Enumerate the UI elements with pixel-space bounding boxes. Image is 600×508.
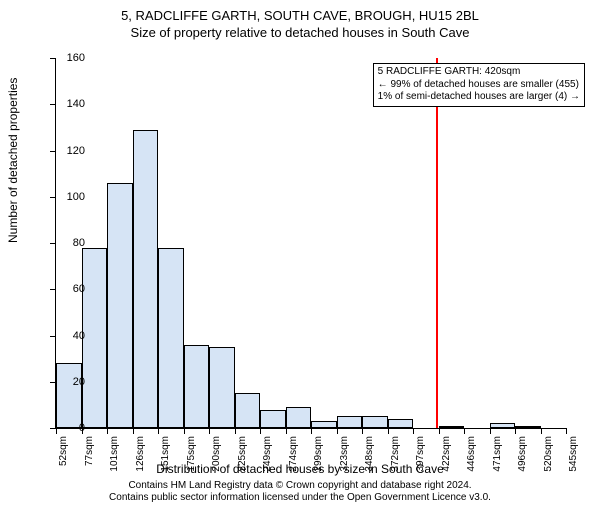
histogram-bar bbox=[82, 248, 108, 428]
histogram-bar bbox=[388, 419, 414, 428]
histogram-bar bbox=[286, 407, 312, 428]
x-tick bbox=[464, 428, 465, 434]
annotation-line: 1% of semi-detached houses are larger (4… bbox=[378, 91, 580, 104]
histogram-bar bbox=[439, 426, 465, 428]
chart-plot-area bbox=[55, 58, 566, 429]
annotation-box: 5 RADCLIFFE GARTH: 420sqm← 99% of detach… bbox=[373, 63, 585, 107]
y-tick-label: 80 bbox=[73, 237, 85, 249]
y-tick-label: 60 bbox=[73, 283, 85, 295]
x-tick bbox=[158, 428, 159, 434]
x-tick bbox=[107, 428, 108, 434]
y-tick bbox=[50, 289, 56, 290]
y-tick-label: 20 bbox=[73, 376, 85, 388]
histogram-bar bbox=[133, 130, 159, 428]
histogram-bar bbox=[515, 426, 541, 428]
reference-line bbox=[436, 58, 438, 428]
histogram-bar bbox=[56, 363, 82, 428]
y-tick bbox=[50, 197, 56, 198]
histogram-bar bbox=[311, 421, 337, 428]
footer-line2: Contains public sector information licen… bbox=[0, 492, 600, 504]
x-tick bbox=[541, 428, 542, 434]
y-tick-label: 140 bbox=[67, 98, 85, 110]
y-tick bbox=[50, 336, 56, 337]
x-tick bbox=[286, 428, 287, 434]
x-tick bbox=[388, 428, 389, 434]
y-tick bbox=[50, 58, 56, 59]
y-tick bbox=[50, 243, 56, 244]
histogram-bar bbox=[362, 416, 388, 428]
x-tick bbox=[439, 428, 440, 434]
y-tick-label: 160 bbox=[67, 52, 85, 64]
y-axis-label: Number of detached properties bbox=[6, 78, 20, 243]
x-tick bbox=[133, 428, 134, 434]
chart-title-main: 5, RADCLIFFE GARTH, SOUTH CAVE, BROUGH, … bbox=[0, 8, 600, 23]
x-tick bbox=[337, 428, 338, 434]
histogram-bar bbox=[337, 416, 363, 428]
y-tick bbox=[50, 104, 56, 105]
x-tick bbox=[260, 428, 261, 434]
histogram-bar bbox=[158, 248, 184, 428]
x-tick bbox=[56, 428, 57, 434]
x-tick bbox=[209, 428, 210, 434]
x-tick bbox=[566, 428, 567, 434]
x-tick bbox=[235, 428, 236, 434]
x-tick bbox=[184, 428, 185, 434]
histogram-bar bbox=[235, 393, 261, 428]
footer-line1: Contains HM Land Registry data © Crown c… bbox=[0, 480, 600, 492]
x-axis-label: Distribution of detached houses by size … bbox=[0, 462, 600, 476]
histogram-bar bbox=[209, 347, 235, 428]
y-tick-label: 0 bbox=[79, 422, 85, 434]
annotation-line: 5 RADCLIFFE GARTH: 420sqm bbox=[378, 66, 580, 79]
y-tick-label: 120 bbox=[67, 145, 85, 157]
chart-title-sub: Size of property relative to detached ho… bbox=[0, 25, 600, 40]
histogram-bar bbox=[490, 423, 516, 428]
footer-attribution: Contains HM Land Registry data © Crown c… bbox=[0, 480, 600, 504]
y-tick-label: 100 bbox=[67, 191, 85, 203]
histogram-bar bbox=[107, 183, 133, 428]
y-tick bbox=[50, 151, 56, 152]
x-tick bbox=[311, 428, 312, 434]
x-tick bbox=[515, 428, 516, 434]
x-tick bbox=[413, 428, 414, 434]
annotation-line: ← 99% of detached houses are smaller (45… bbox=[378, 79, 580, 92]
x-tick bbox=[362, 428, 363, 434]
x-tick bbox=[490, 428, 491, 434]
histogram-bar bbox=[260, 410, 286, 429]
y-tick bbox=[50, 382, 56, 383]
histogram-bar bbox=[184, 345, 210, 428]
y-tick-label: 40 bbox=[73, 330, 85, 342]
